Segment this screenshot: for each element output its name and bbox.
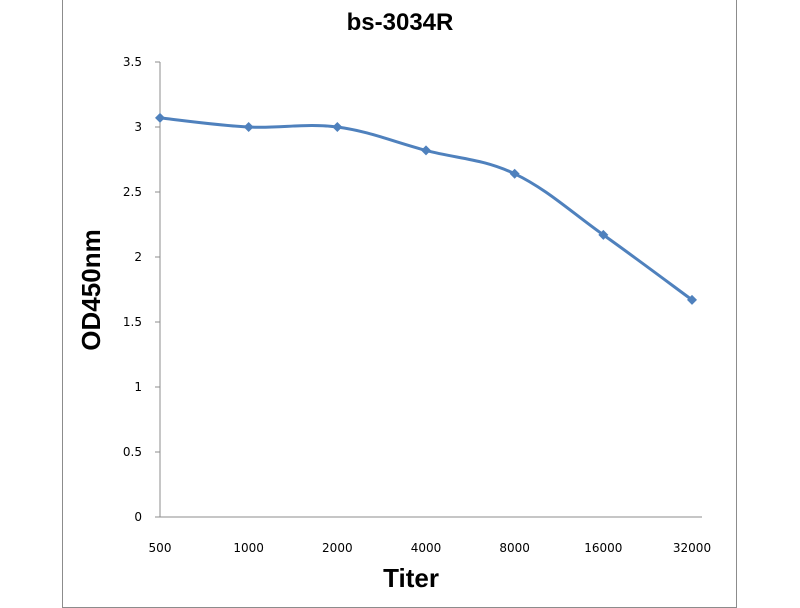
x-tick-label: 1000 (233, 541, 264, 555)
series-line (159, 116, 693, 302)
y-tick-label: 3 (134, 120, 142, 134)
x-axis-ticks: 500 1000 2000 4000 8000 16000 32000 (149, 541, 712, 555)
x-tick-label: 500 (149, 541, 172, 555)
data-point-marker (243, 122, 254, 132)
x-tick-label: 16000 (584, 541, 622, 555)
data-point-marker (687, 294, 697, 305)
data-point-marker (155, 112, 165, 123)
data-point-marker (332, 122, 343, 132)
data-point-marker (598, 229, 609, 240)
y-tick-label: 0.5 (123, 445, 142, 459)
data-point-marker (421, 145, 431, 156)
chart-title: bs-3034R (347, 9, 454, 36)
series-layer (155, 112, 697, 305)
y-tick-label: 0 (134, 510, 142, 524)
x-axis-title: Titer (383, 563, 439, 593)
y-tick-label: 2 (134, 250, 142, 264)
y-tick-label: 3.5 (123, 55, 142, 69)
x-tick-label: 4000 (411, 541, 442, 555)
x-tick-label: 2000 (322, 541, 353, 555)
y-tick-label: 1.5 (123, 315, 142, 329)
y-axis-ticks: 0 0.5 1 1.5 2 2.5 3 3.5 (123, 55, 160, 524)
y-tick-label: 1 (134, 380, 142, 394)
y-axis-title: OD450nm (76, 229, 106, 350)
data-point-marker (509, 168, 520, 179)
x-tick-label: 8000 (499, 541, 530, 555)
y-tick-label: 2.5 (123, 185, 142, 199)
x-tick-label: 32000 (673, 541, 711, 555)
chart-frame (62, 0, 737, 608)
